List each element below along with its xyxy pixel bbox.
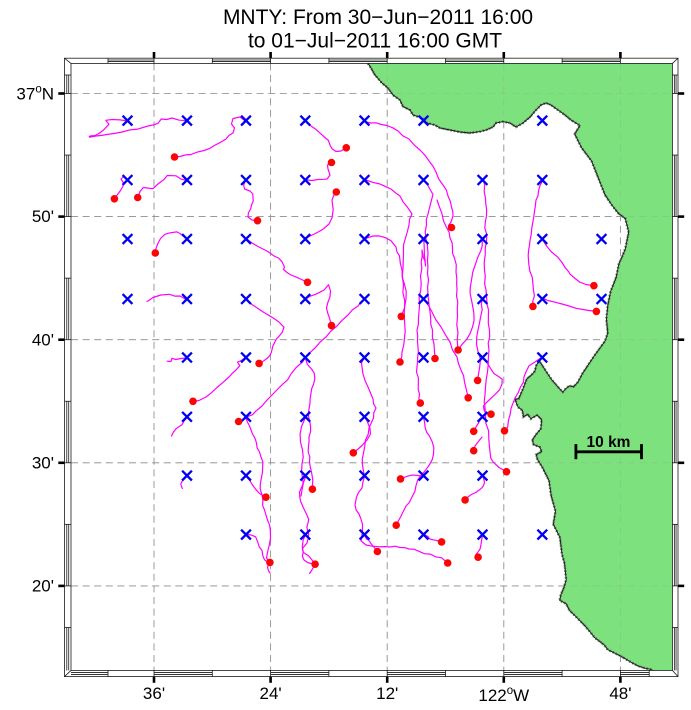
svg-text:to 01−Jul−2011 16:00 GMT: to 01−Jul−2011 16:00 GMT [248, 30, 502, 53]
svg-text:MNTY: From 30−Jun−2011 16:00: MNTY: From 30−Jun−2011 16:00 [223, 6, 533, 29]
svg-text:24': 24' [260, 684, 282, 703]
svg-text:40': 40' [32, 330, 54, 349]
svg-text:12': 12' [376, 684, 398, 703]
svg-text:30': 30' [32, 453, 54, 472]
svg-text:122oW: 122oW [478, 685, 529, 705]
svg-text:20': 20' [32, 577, 54, 596]
svg-text:50': 50' [32, 207, 54, 226]
svg-text:10 km: 10 km [587, 434, 631, 451]
svg-text:36': 36' [143, 684, 165, 703]
svg-text:48': 48' [609, 684, 631, 703]
svg-text:37oN: 37oN [16, 84, 54, 104]
